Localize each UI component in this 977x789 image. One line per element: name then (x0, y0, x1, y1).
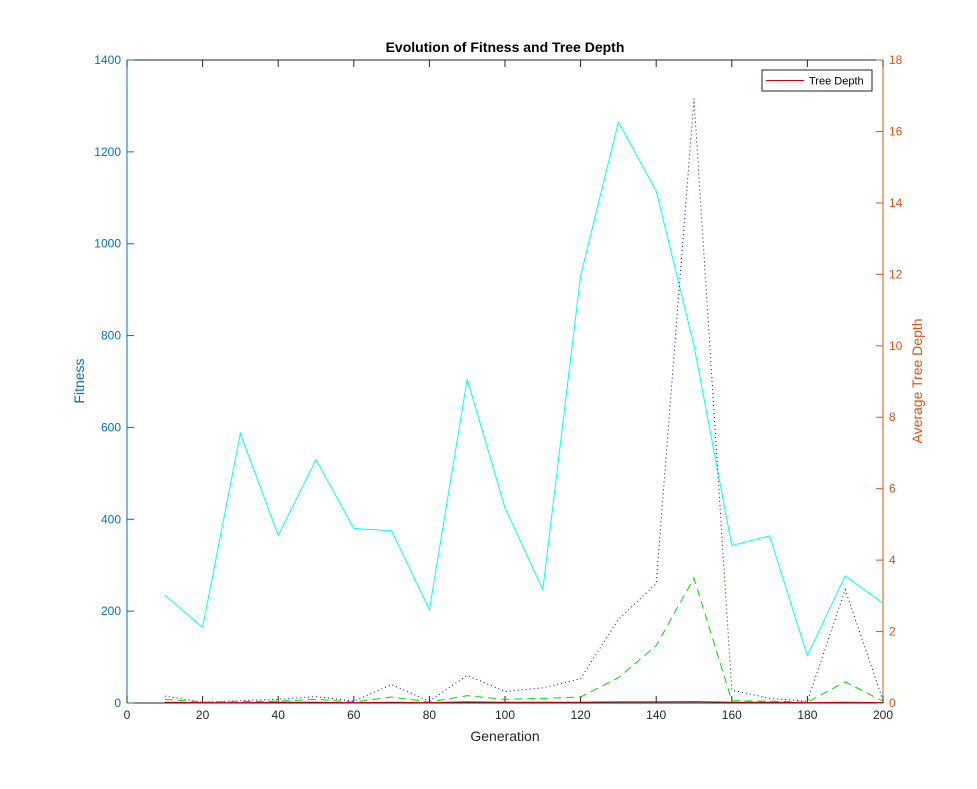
series-line-tree-depth (164, 701, 884, 704)
series-line-2 (164, 98, 884, 703)
legend-label: Tree Depth (809, 76, 864, 88)
y-right-tick-label: 14 (889, 196, 903, 210)
x-tick-label: 120 (571, 708, 591, 722)
x-tick-label: 180 (797, 708, 817, 722)
y-right-tick-label: 6 (889, 482, 896, 496)
y-axis-left-label: Fitness (71, 358, 87, 403)
x-tick-label: 100 (495, 708, 515, 722)
y-right-tick-label: 18 (889, 53, 903, 67)
y-right-tick-label: 8 (889, 410, 896, 424)
y-right-tick-label: 12 (889, 267, 903, 281)
y-left-tick-label: 200 (101, 604, 121, 618)
chart-title: Evolution of Fitness and Tree Depth (386, 39, 625, 55)
x-axis-label: Generation (470, 728, 539, 744)
x-tick-label: 140 (646, 708, 666, 722)
y-right-tick-label: 2 (889, 625, 896, 639)
x-tick-label: 200 (873, 708, 893, 722)
x-tick-label: 160 (722, 708, 742, 722)
y-left-tick-label: 400 (101, 512, 121, 526)
y-axis-right-label: Average Tree Depth (909, 318, 925, 443)
y-left-tick-label: 1000 (94, 237, 121, 251)
legend: Tree Depth (761, 69, 873, 92)
series-line-1 (164, 120, 884, 658)
x-tick-label: 80 (423, 708, 437, 722)
plot-area: 0 20 40 60 80 100 120 140 160 180 2000200400600800… (94, 53, 902, 722)
x-tick-label: 40 (272, 708, 286, 722)
y-right-tick-label: 4 (889, 553, 896, 567)
series-line-3 (164, 576, 884, 703)
y-left-tick-label: 0 (114, 696, 121, 710)
x-tick-label: 20 (196, 708, 210, 722)
y-left-tick-label: 1400 (94, 53, 121, 67)
y-left-tick-label: 1200 (94, 145, 121, 159)
y-left-tick-label: 800 (101, 329, 121, 343)
y-right-tick-label: 10 (889, 339, 903, 353)
legend-box (761, 69, 873, 92)
y-right-tick-label: 0 (889, 696, 896, 710)
y-left-tick-label: 600 (101, 420, 121, 434)
x-tick-label: 60 (347, 708, 361, 722)
y-right-tick-label: 16 (889, 124, 903, 138)
x-tick-label: 0 (124, 708, 131, 722)
